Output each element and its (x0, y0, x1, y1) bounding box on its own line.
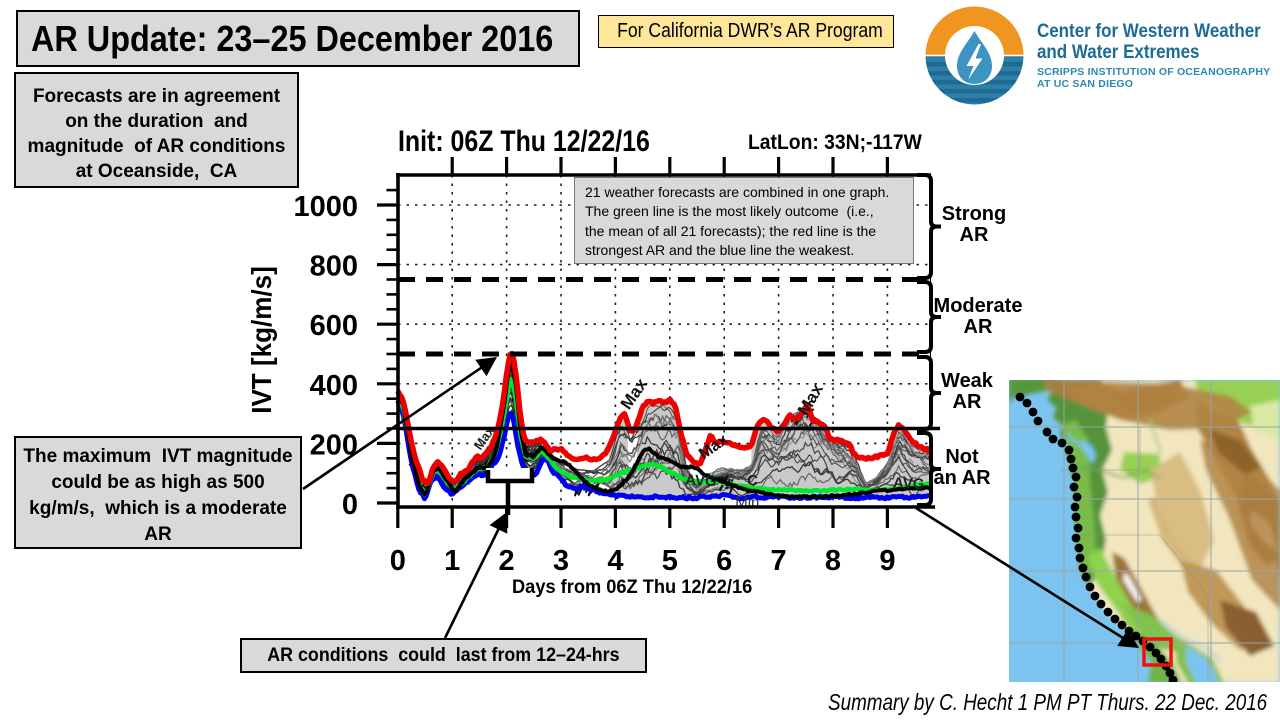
svg-text:600: 600 (310, 310, 358, 342)
svg-text:0: 0 (390, 545, 406, 577)
svg-text:1: 1 (444, 545, 460, 577)
svg-text:5: 5 (662, 545, 678, 577)
svg-text:800: 800 (310, 251, 358, 283)
svg-text:Max: Max (794, 380, 827, 419)
svg-text:0: 0 (342, 489, 358, 521)
svg-text:9: 9 (879, 545, 895, 577)
svg-text:8: 8 (825, 545, 841, 577)
svg-text:2: 2 (499, 545, 515, 577)
svg-text:3: 3 (553, 545, 569, 577)
svg-text:C: C (747, 472, 759, 489)
svg-text:AVG: AVG (893, 475, 925, 494)
svg-text:4: 4 (607, 545, 623, 577)
svg-text:400: 400 (310, 370, 358, 402)
svg-text:1000: 1000 (293, 191, 358, 223)
svg-text:6: 6 (716, 545, 732, 577)
svg-text:AVG: AVG (685, 472, 717, 491)
svg-text:7: 7 (771, 545, 787, 577)
